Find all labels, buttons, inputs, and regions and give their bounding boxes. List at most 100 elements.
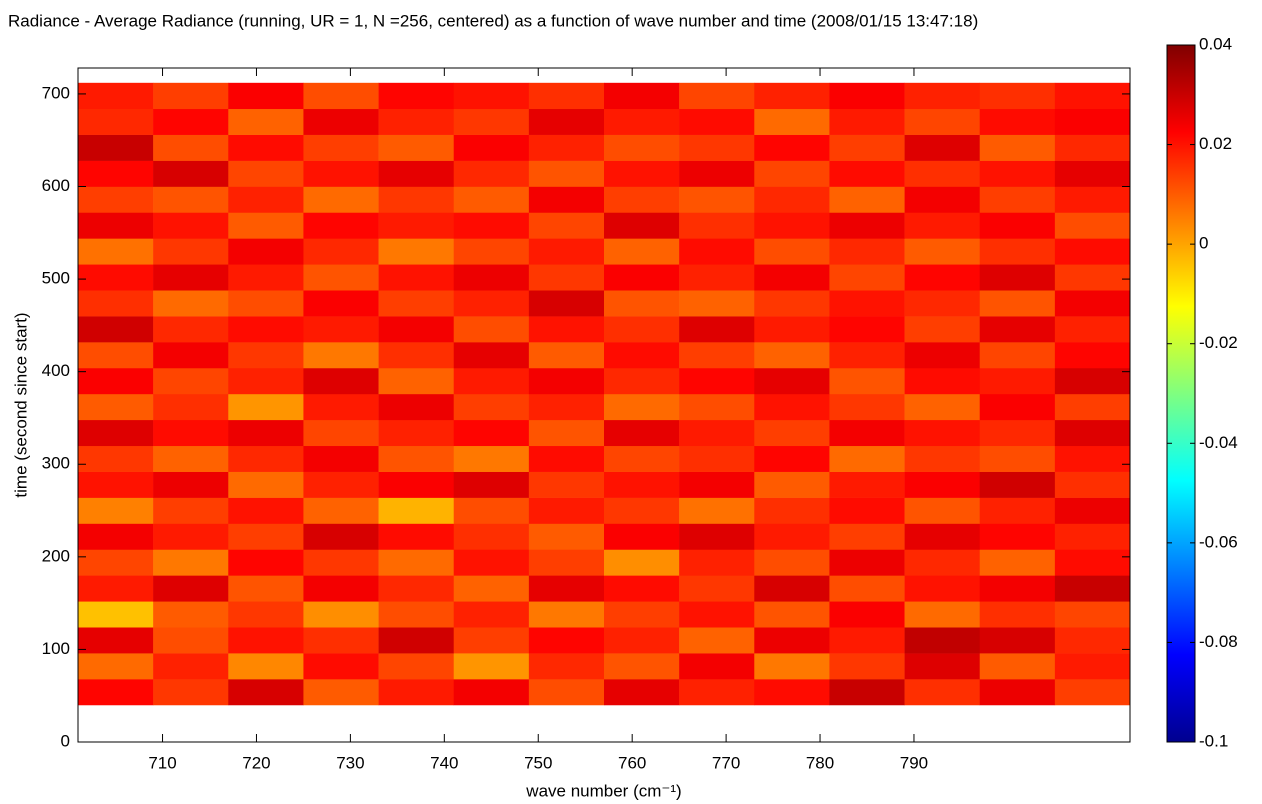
colorbar-tick-label: 0.04 (1199, 34, 1232, 53)
heatmap-cell (78, 679, 154, 706)
heatmap-cell (378, 575, 455, 602)
heatmap-cell (528, 419, 605, 447)
heatmap-cell (829, 342, 905, 369)
heatmap-cell (904, 653, 981, 680)
heatmap-cell (1054, 134, 1131, 161)
heatmap-cell (453, 575, 530, 602)
heatmap-cell (904, 108, 981, 135)
heatmap-cell (979, 497, 1056, 524)
heatmap-cell (904, 238, 981, 265)
heatmap-cell (904, 679, 981, 706)
heatmap-cell (453, 653, 530, 680)
heatmap-cell (303, 393, 379, 421)
heatmap-cell (303, 342, 379, 369)
heatmap-cell (1054, 497, 1131, 524)
heatmap-cell (528, 238, 605, 265)
heatmap-cell (303, 160, 379, 187)
heatmap-cell (979, 523, 1056, 550)
heatmap-cell (904, 342, 981, 369)
heatmap-cell (754, 549, 830, 576)
heatmap-cell (904, 419, 981, 447)
heatmap-cell (604, 679, 680, 706)
plot-frame (77, 67, 1131, 743)
heatmap-cell (78, 186, 154, 213)
heatmap-cell (754, 186, 830, 213)
heatmap-cell (228, 445, 304, 472)
heatmap-cell (679, 367, 755, 395)
colorbar-tick-label: -0.08 (1199, 632, 1238, 651)
heatmap-cell (829, 316, 905, 343)
heatmap-cell (754, 264, 830, 291)
heatmap-cell (528, 679, 605, 706)
heatmap-cell (604, 367, 680, 395)
heatmap-cell (378, 82, 455, 110)
heatmap-cell (829, 393, 905, 421)
heatmap-cell (228, 186, 304, 213)
heatmap-cell (829, 264, 905, 291)
heatmap-cell (604, 419, 680, 447)
heatmap-cell (604, 342, 680, 369)
heatmap-cell (378, 549, 455, 576)
heatmap-cell (528, 134, 605, 161)
y-tick-label: 600 (42, 176, 70, 195)
heatmap-cell (153, 108, 229, 135)
heatmap-cell (78, 393, 154, 421)
heatmap-cell (228, 393, 304, 421)
heatmap-cell (228, 134, 304, 161)
heatmap-cell (754, 445, 830, 472)
heatmap-cell (153, 523, 229, 550)
heatmap-cell (153, 653, 229, 680)
heatmap-cell (378, 160, 455, 187)
heatmap-cell (228, 601, 304, 628)
heatmap-cell (1054, 653, 1131, 680)
heatmap-cell (754, 108, 830, 135)
heatmap-cell (303, 108, 379, 135)
heatmap-cell (754, 497, 830, 524)
heatmap-cell (754, 471, 830, 498)
heatmap-cell (378, 679, 455, 706)
heatmap-cell (153, 419, 229, 447)
heatmap-cell (604, 393, 680, 421)
heatmap-cell (604, 316, 680, 343)
heatmap-cell (904, 471, 981, 498)
heatmap-cell (604, 549, 680, 576)
heatmap-cell (754, 160, 830, 187)
y-tick-label: 700 (42, 83, 70, 102)
colorbar-tick-label: 0 (1199, 234, 1208, 253)
heatmap-cell (528, 549, 605, 576)
heatmap-cell (78, 601, 154, 628)
heatmap-cell (228, 679, 304, 706)
heatmap-cell (829, 627, 905, 654)
heatmap-cell (904, 264, 981, 291)
heatmap-cell (453, 367, 530, 395)
heatmap-cell (679, 290, 755, 317)
x-tick-label: 770 (712, 753, 740, 772)
heatmap-cell (378, 445, 455, 472)
heatmap-cell (679, 497, 755, 524)
colorbar-tick-label: 0.02 (1199, 134, 1232, 153)
heatmap-cell (829, 653, 905, 680)
heatmap-cell (303, 497, 379, 524)
heatmap-cell (679, 471, 755, 498)
heatmap-cell (1054, 445, 1131, 472)
heatmap-cell (904, 82, 981, 110)
heatmap-cell (528, 108, 605, 135)
heatmap-cell (829, 212, 905, 239)
heatmap-cell (303, 601, 379, 628)
heatmap-cell (378, 186, 455, 213)
heatmap-cell (228, 108, 304, 135)
heatmap-cell (604, 290, 680, 317)
heatmap-cell (829, 160, 905, 187)
heatmap-cell (604, 653, 680, 680)
heatmap-cell (453, 238, 530, 265)
heatmap-cell (1054, 342, 1131, 369)
heatmap-cell (453, 264, 530, 291)
heatmap-cell (754, 290, 830, 317)
heatmap-cell (153, 549, 229, 576)
heatmap-cell (904, 393, 981, 421)
heatmap-cell (78, 342, 154, 369)
heatmap-cell (754, 393, 830, 421)
heatmap-cell (979, 290, 1056, 317)
heatmap-cell (979, 679, 1056, 706)
heatmap-cell (228, 471, 304, 498)
